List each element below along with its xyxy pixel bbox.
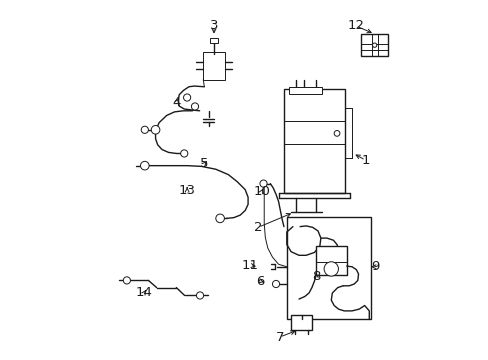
Bar xyxy=(210,38,217,43)
Circle shape xyxy=(196,292,203,299)
Circle shape xyxy=(372,43,376,47)
Text: 1: 1 xyxy=(361,154,369,167)
Bar xyxy=(289,87,321,94)
Text: 6: 6 xyxy=(256,275,264,288)
Bar xyxy=(206,54,222,75)
Text: 2: 2 xyxy=(253,221,262,234)
Text: 9: 9 xyxy=(370,260,379,273)
Text: 13: 13 xyxy=(178,184,195,197)
Circle shape xyxy=(141,126,148,134)
Text: 7: 7 xyxy=(275,330,284,343)
Bar xyxy=(286,217,370,319)
Text: 4: 4 xyxy=(172,96,180,109)
Bar xyxy=(290,315,311,330)
Text: 11: 11 xyxy=(241,259,258,272)
Bar xyxy=(284,89,344,193)
Circle shape xyxy=(140,161,149,170)
Text: 8: 8 xyxy=(311,270,320,283)
Text: 12: 12 xyxy=(346,19,364,32)
Bar xyxy=(316,246,346,275)
Circle shape xyxy=(151,126,160,134)
Bar xyxy=(361,34,387,56)
Circle shape xyxy=(191,103,198,110)
Circle shape xyxy=(215,214,224,223)
Circle shape xyxy=(272,280,279,288)
Circle shape xyxy=(333,131,339,136)
Text: 5: 5 xyxy=(200,157,208,170)
Circle shape xyxy=(324,262,338,276)
Text: 3: 3 xyxy=(209,19,218,32)
Text: 14: 14 xyxy=(135,287,152,300)
Circle shape xyxy=(123,277,130,284)
Circle shape xyxy=(180,150,187,157)
Bar xyxy=(203,51,224,80)
Circle shape xyxy=(260,180,266,187)
Circle shape xyxy=(183,94,190,101)
Text: 10: 10 xyxy=(253,185,269,198)
